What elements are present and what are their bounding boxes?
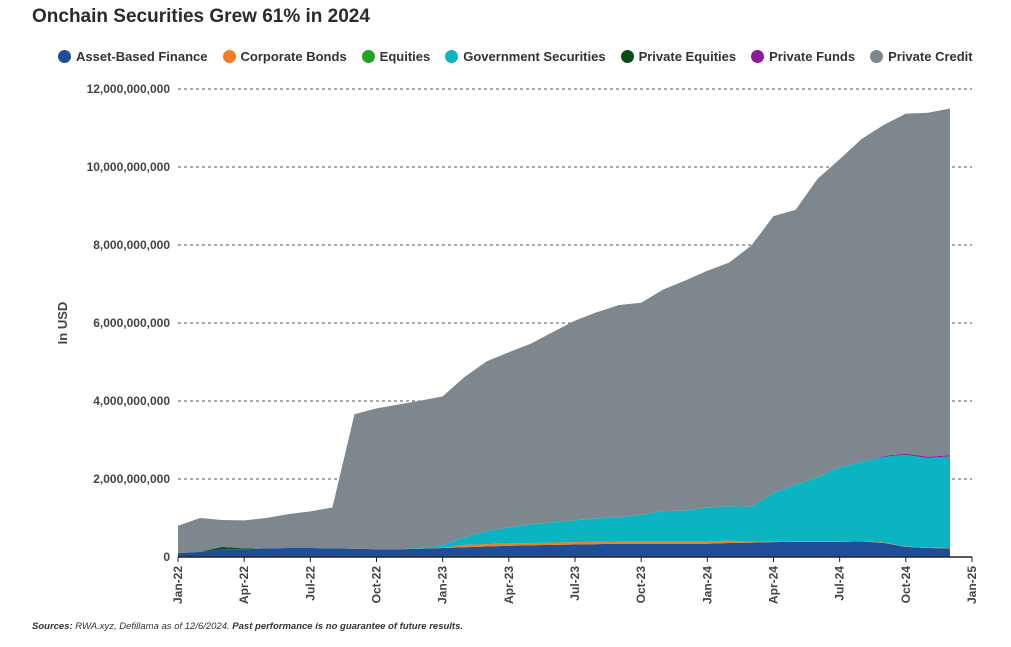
y-axis-label: In USD — [55, 302, 70, 345]
x-tick-label: Jan-22 — [171, 566, 185, 604]
legend-label-government-securities: Government Securities — [463, 49, 606, 64]
footer-sources-text: RWA.xyz, Defillama as of 12/6/2024. — [72, 621, 230, 632]
legend-swatch-private-credit — [870, 50, 884, 63]
legend-item-government-securities: Government Securities — [445, 49, 606, 64]
y-tick-label: 4,000,000,000 — [93, 394, 170, 408]
area-corporate-bonds — [178, 540, 950, 554]
area-asset-based-finance — [178, 541, 950, 557]
legend-swatch-private-equities — [620, 50, 634, 63]
legend-swatch-corporate-bonds — [222, 50, 236, 63]
y-tick-label: 0 — [163, 550, 170, 564]
x-tick-label: Oct-23 — [634, 566, 648, 604]
x-tick-label: Jan-25 — [965, 566, 979, 604]
chart-title: Onchain Securities Grew 61% in 2024 — [32, 6, 370, 27]
x-tick-label: Jan-24 — [700, 566, 714, 604]
y-tick-label: 2,000,000,000 — [93, 472, 170, 486]
legend-label-asset-based-finance: Asset-Based Finance — [76, 49, 208, 64]
legend-item-private-equities: Private Equities — [620, 49, 737, 64]
legend-label-corporate-bonds: Corporate Bonds — [240, 49, 347, 64]
x-tick-label: Oct-22 — [370, 566, 384, 604]
footer-sources-label: Sources: — [32, 621, 73, 632]
y-tick-label: 10,000,000,000 — [87, 160, 171, 174]
x-tick-label: Oct-24 — [899, 566, 913, 604]
x-tick-label: Apr-23 — [502, 566, 516, 604]
legend-item-private-funds: Private Funds — [751, 49, 855, 64]
chart-legend: Asset-Based Finance Corporate Bonds Equiti… — [58, 49, 973, 64]
legend-swatch-government-securities — [445, 50, 459, 63]
legend-item-asset-based-finance: Asset-Based Finance — [58, 49, 208, 64]
legend-item-private-credit: Private Credit — [870, 49, 973, 64]
legend-swatch-private-funds — [751, 50, 765, 63]
y-tick-label: 8,000,000,000 — [93, 238, 170, 252]
x-tick-label: Jul-24 — [833, 566, 847, 601]
y-tick-label: 12,000,000,000 — [87, 82, 171, 96]
footer-disclaimer: Past performance is no guarantee of futu… — [229, 621, 464, 632]
x-tick-label: Apr-22 — [237, 566, 251, 604]
legend-item-corporate-bonds: Corporate Bonds — [222, 49, 347, 64]
x-tick-label: Jul-22 — [303, 566, 317, 601]
area-private-credit — [178, 108, 950, 554]
legend-label-private-credit: Private Credit — [888, 49, 973, 64]
y-tick-label: 6,000,000,000 — [93, 316, 170, 330]
legend-label-private-equities: Private Equities — [638, 49, 737, 64]
legend-item-equities: Equities — [361, 49, 431, 64]
legend-label-equities: Equities — [379, 49, 431, 64]
footer-note: Sources: RWA.xyz, Defillama as of 12/6/2… — [32, 621, 463, 632]
x-tick-label: Jul-23 — [568, 566, 582, 601]
legend-swatch-asset-based-finance — [58, 50, 71, 63]
legend-label-private-funds: Private Funds — [769, 49, 856, 64]
x-tick-label: Jan-23 — [436, 566, 450, 604]
area-government-securities — [178, 454, 950, 554]
x-tick-label: Apr-24 — [767, 566, 781, 604]
legend-swatch-equities — [361, 50, 375, 63]
